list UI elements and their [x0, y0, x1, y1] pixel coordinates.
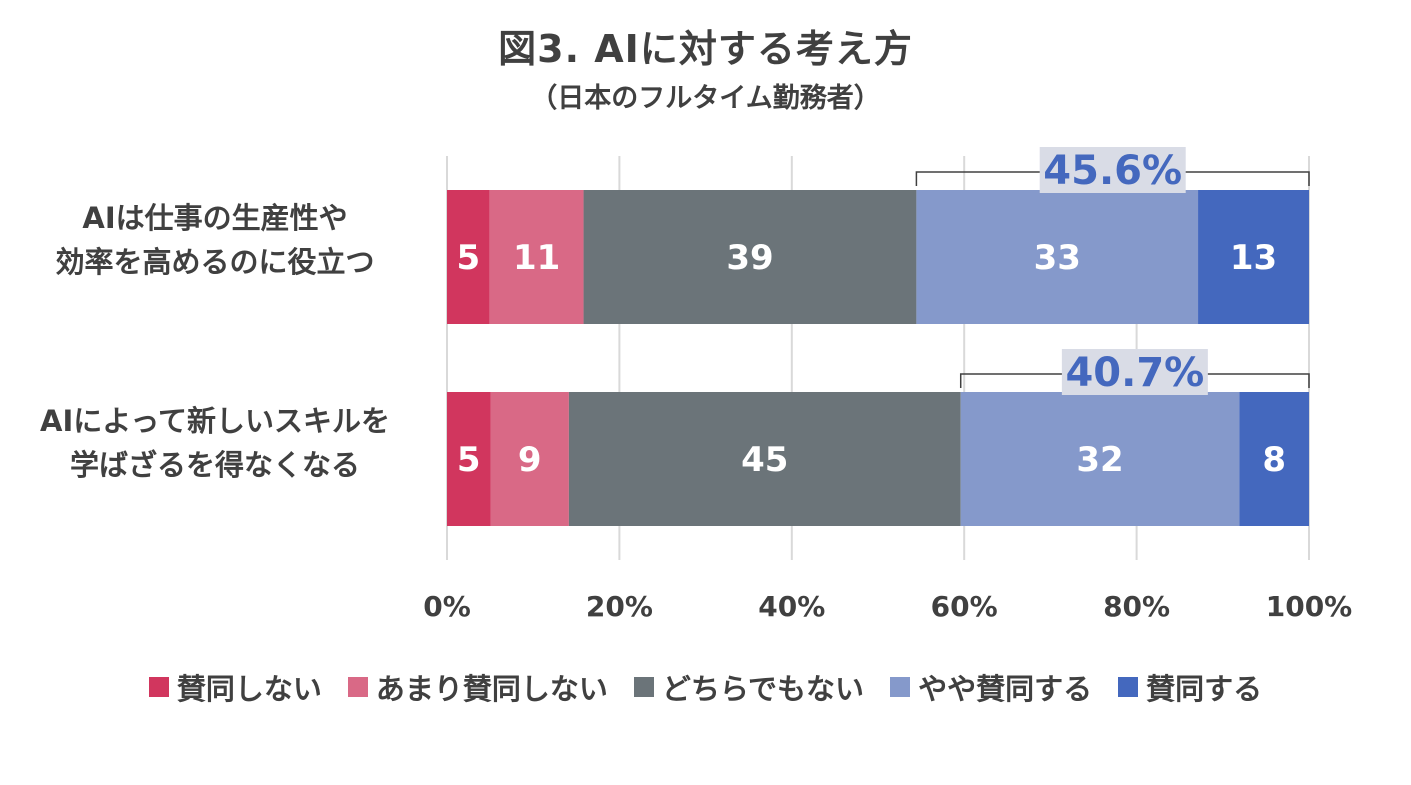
- legend-label-somewhat-disagree: あまり賛同しない: [375, 672, 608, 706]
- category-label-0: AIは仕事の生産性や 効率を高めるのに役立つ: [0, 197, 430, 284]
- bar-segment-1-4: [1239, 392, 1309, 526]
- category-label-1-line-2: 学ばざるを得なくなる: [69, 447, 360, 482]
- legend-swatch-agree: [1118, 677, 1139, 697]
- x-tick-label-1: 20%: [586, 590, 653, 623]
- legend-swatch-somewhat-agree: [890, 677, 911, 697]
- data-label-1-3: 32: [1076, 440, 1123, 480]
- category-label-0-line-2: 効率を高めるのに役立つ: [55, 244, 375, 279]
- annotation-box-1: [1061, 349, 1208, 395]
- legend-item-somewhat-disagree: あまり賛同しない: [347, 666, 608, 708]
- data-label-0-1: 11: [513, 238, 560, 278]
- legend-swatch-disagree: [148, 677, 169, 697]
- category-label-1-line-1: AIによって新しいスキルを: [40, 404, 390, 438]
- legend-swatch-somewhat-disagree: [347, 677, 368, 697]
- legend-label-agree: 賛同する: [1146, 672, 1263, 706]
- bar-segment-1-0: [447, 392, 491, 526]
- bar-segment-1-1: [490, 392, 569, 526]
- data-label-0-2: 39: [726, 238, 773, 278]
- data-label-1-0: 5: [457, 440, 481, 480]
- category-label-0-line-1: AIは仕事の生産性や: [82, 201, 348, 235]
- category-label-1: AIによって新しいスキルを 学ばざるを得なくなる: [0, 400, 430, 487]
- x-tick-label-5: 100%: [1266, 590, 1353, 623]
- chart-title: 図3. AIに対する考え方: [498, 27, 913, 71]
- data-label-1-1: 9: [518, 440, 542, 480]
- legend-item-disagree: 賛同しない: [148, 666, 322, 708]
- annotation-label-1: 40.7%: [1065, 350, 1204, 396]
- data-label-0-3: 33: [1034, 238, 1081, 278]
- chart-subtitle: （日本のフルタイム勤務者）: [530, 83, 881, 114]
- annotation-label-0: 45.6%: [1043, 148, 1182, 194]
- legend-label-somewhat-agree: やや賛同する: [918, 672, 1093, 706]
- bar-segment-0-3: [916, 190, 1199, 324]
- x-tick-label-4: 80%: [1103, 590, 1170, 623]
- legend-item-neutral: どちらでもない: [633, 666, 865, 708]
- data-label-0-0: 5: [457, 238, 481, 278]
- legend-item-somewhat-agree: やや賛同する: [890, 666, 1092, 708]
- legend-item-agree: 賛同する: [1118, 666, 1262, 708]
- bar-segment-0-0: [447, 190, 490, 324]
- legend-label-neutral: どちらでもない: [661, 672, 865, 706]
- bar-segment-0-2: [583, 190, 917, 324]
- legend-label-disagree: 賛同しない: [176, 672, 322, 706]
- legend-swatch-neutral: [633, 677, 654, 697]
- bar-segment-1-3: [960, 392, 1240, 526]
- data-label-1-2: 45: [741, 440, 788, 480]
- x-tick-label-3: 60%: [931, 590, 998, 623]
- bar-segment-0-4: [1198, 190, 1309, 324]
- annotation-box-0: [1039, 147, 1186, 193]
- data-label-1-4: 8: [1262, 440, 1286, 480]
- bar-segment-1-2: [568, 392, 961, 526]
- x-tick-label-2: 40%: [758, 590, 825, 623]
- chart-legend: 賛同しない あまり賛同しない どちらでもない やや賛同する 賛同する: [0, 666, 1411, 708]
- bar-segment-0-1: [489, 190, 584, 324]
- data-label-0-4: 13: [1230, 238, 1277, 278]
- x-tick-label-0: 0%: [423, 590, 471, 623]
